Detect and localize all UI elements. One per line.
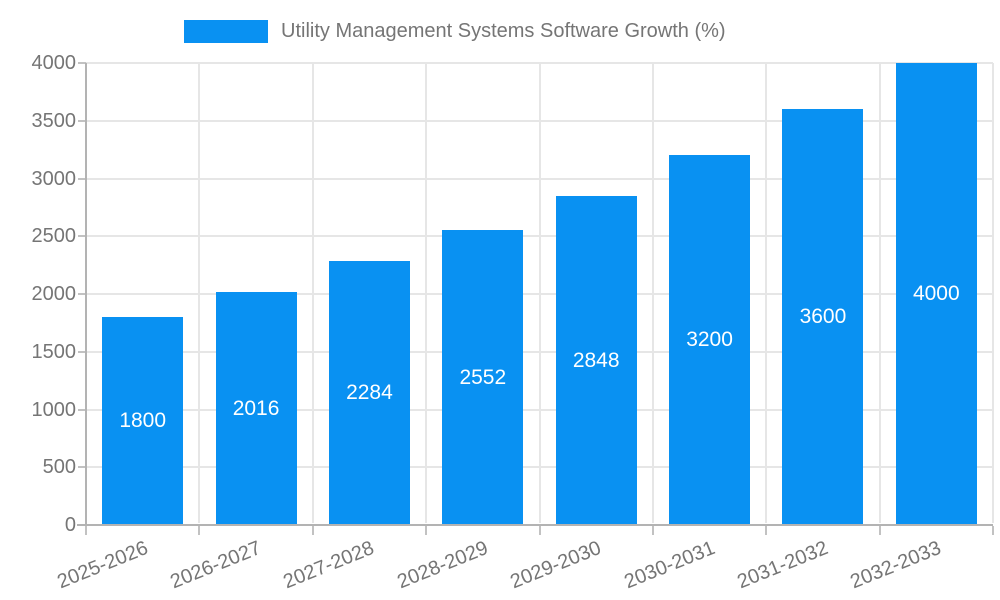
bar[interactable] [555,196,637,524]
gridline-vertical [311,63,314,523]
legend-label: Utility Management Systems Software Grow… [281,20,726,42]
y-axis-tick [78,62,86,64]
gridline-vertical [538,63,541,523]
y-axis-tick-label: 2500 [31,225,77,248]
gridline-vertical [425,63,428,523]
x-axis-tick [538,526,541,535]
bar[interactable] [215,292,297,524]
bar-value-label: 2016 [232,396,280,420]
legend-item[interactable]: Utility Management Systems Software Grow… [184,19,726,43]
y-axis-tick-label: 1500 [31,340,77,363]
y-axis-tick [78,235,86,238]
x-axis-tick [765,526,768,535]
y-axis-tick-label: 500 [42,456,76,479]
x-axis-tick [878,526,881,535]
bar[interactable] [782,109,864,524]
bar[interactable] [328,261,410,524]
bar[interactable] [442,230,524,524]
bar-value-label: 3600 [799,305,847,329]
legend-swatch [184,19,268,43]
gridline-vertical [878,63,881,523]
bar-value-label: 2284 [346,381,393,405]
x-axis-tick [198,526,201,535]
y-axis-tick-label: 2000 [31,283,77,305]
x-axis-tick [992,526,994,535]
x-axis-tick [85,526,87,535]
x-axis-tick [425,526,428,535]
y-axis-tick [78,293,86,295]
gridline-vertical [765,63,768,523]
y-axis-tick-label: 3000 [31,167,77,190]
bar[interactable] [102,317,184,524]
y-axis-tick-label: 1000 [31,398,77,421]
y-axis-tick-label: 0 [64,514,76,536]
x-axis-line [77,524,993,526]
y-axis-tick-label: 3500 [31,109,77,132]
bar-value-label: 2848 [572,348,620,372]
x-axis-tick [311,526,314,535]
gridline-vertical [198,63,201,523]
y-axis-tick-label: 4000 [31,52,77,74]
y-axis-tick [78,408,86,411]
gridline-vertical [651,63,654,523]
bar[interactable] [895,63,977,524]
y-axis-line [85,63,87,525]
y-axis-tick [78,177,86,180]
y-axis-tick [78,466,86,469]
bar-value-label: 2552 [459,365,507,389]
bar-value-label: 3200 [686,328,733,352]
x-axis-tick [651,526,654,535]
bar-value-label: 4000 [912,282,960,305]
y-axis-tick [78,119,86,122]
bar[interactable] [669,155,751,524]
y-axis-tick [78,350,86,353]
gridline-vertical [992,63,994,523]
bar-value-label: 1800 [119,409,167,433]
